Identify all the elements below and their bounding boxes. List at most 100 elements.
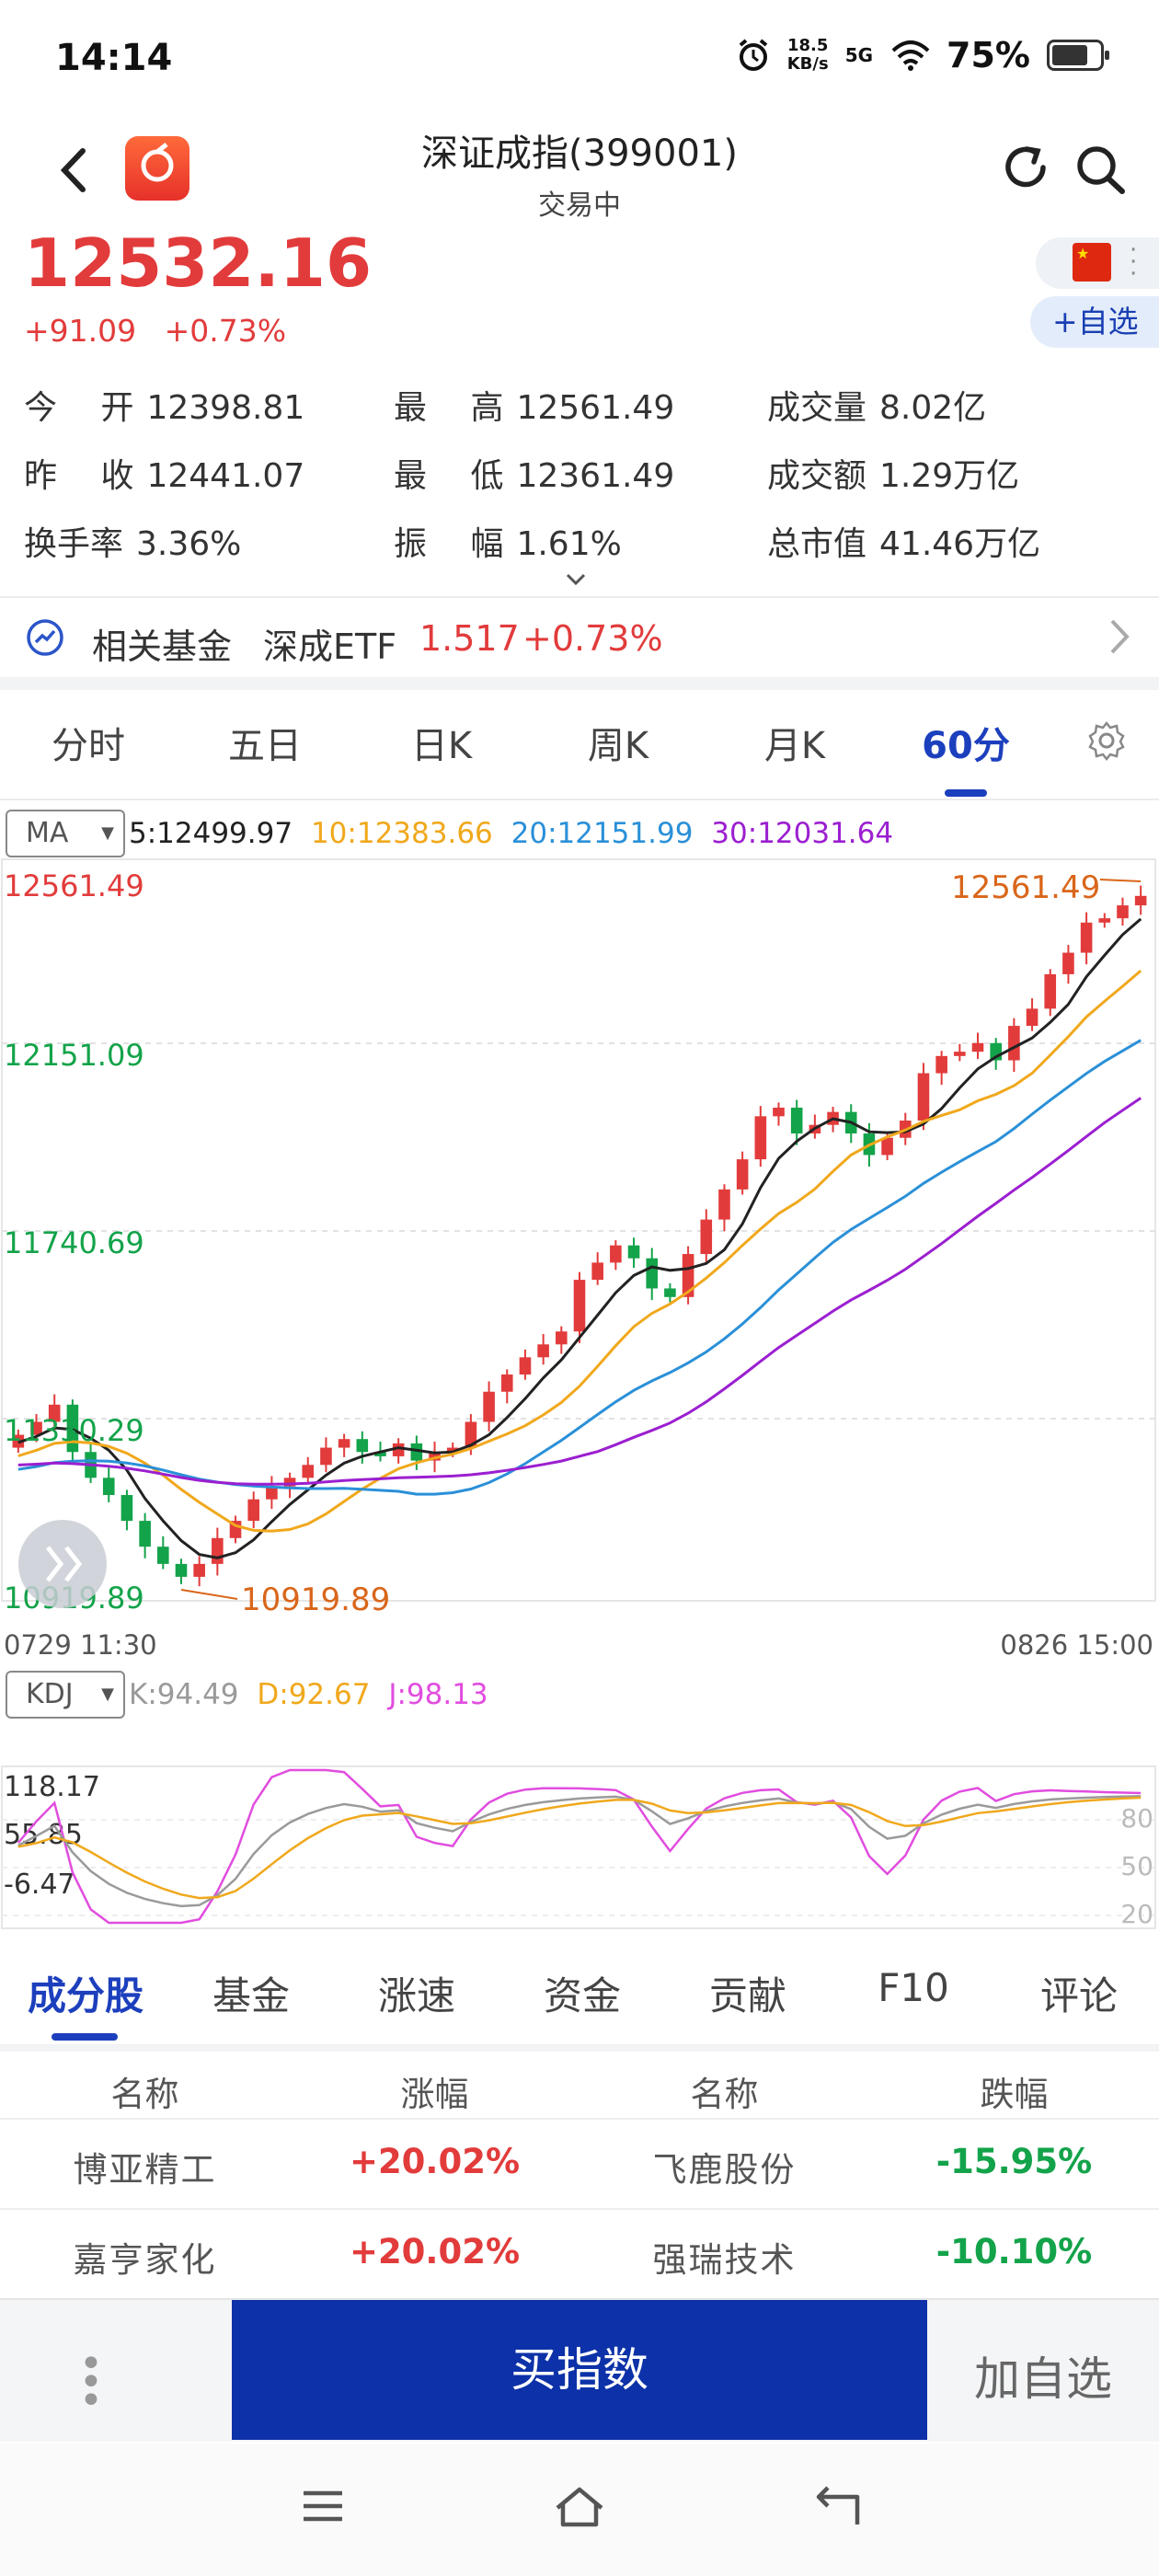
- home-icon[interactable]: [552, 2484, 607, 2530]
- tab-contribution[interactable]: 贡献: [708, 1973, 786, 2018]
- candle: [157, 1547, 169, 1564]
- tab-comments[interactable]: 评论: [1039, 1973, 1118, 2018]
- ma-selector[interactable]: MA ▼: [6, 810, 125, 857]
- ma10-line: [17, 969, 1142, 1533]
- tab-day-k[interactable]: 日K: [410, 725, 473, 767]
- candle: [1026, 1008, 1039, 1027]
- tab-week-k[interactable]: 周K: [587, 725, 649, 767]
- menu-icon[interactable]: [300, 2486, 346, 2526]
- signal-icon: 5G: [845, 46, 875, 64]
- stat-turnover-rate: 换手率 3.36%: [24, 525, 242, 563]
- stock-loss: -15.95%: [935, 2142, 1093, 2181]
- gear-icon[interactable]: [1085, 719, 1128, 762]
- back-icon[interactable]: [811, 2484, 863, 2530]
- china-flag-icon[interactable]: ★: [1073, 243, 1111, 282]
- candle: [102, 1478, 115, 1496]
- candle: [1008, 1026, 1020, 1061]
- divider: [0, 799, 1159, 800]
- current-price: 12532.16: [24, 224, 373, 302]
- candle: [374, 1452, 386, 1456]
- candle: [465, 1421, 477, 1448]
- header-gain[interactable]: 涨幅: [400, 2075, 469, 2114]
- tab-month-k[interactable]: 月K: [763, 725, 826, 767]
- stock-loss: -10.10%: [935, 2232, 1093, 2271]
- candle: [954, 1052, 966, 1056]
- kdj-d-value: D:92.67: [257, 1678, 371, 1711]
- candle: [881, 1137, 893, 1156]
- candle: [1098, 918, 1111, 923]
- app-logo: [125, 136, 189, 201]
- stock-name[interactable]: 博亚精工: [73, 2150, 217, 2190]
- ma-values: 5:12499.97 10:12383.66 20:12151.99 30:12…: [129, 817, 902, 850]
- candle: [700, 1219, 713, 1255]
- add-watchlist-button[interactable]: +自选: [1030, 296, 1159, 348]
- expand-chevron-icon[interactable]: [565, 572, 587, 587]
- tab-active-indicator: [945, 789, 987, 797]
- kdj-j-value: J:98.13: [388, 1678, 488, 1711]
- related-fund-name: 深成ETF: [263, 627, 397, 667]
- more-dots-icon[interactable]: • • •: [79, 2340, 112, 2424]
- system-nav-bar: [0, 2444, 1159, 2576]
- candle: [537, 1344, 549, 1358]
- table-row[interactable]: 博亚精工 +20.02% 飞鹿股份 -15.95%: [0, 2118, 1159, 2208]
- header-loss[interactable]: 跌幅: [980, 2075, 1049, 2114]
- candle: [519, 1357, 532, 1375]
- price-chart[interactable]: 12561.49 12151.09 11740.69 11330.29 1091…: [0, 856, 1159, 1941]
- stat-market-cap: 总市值 41.46万亿: [767, 525, 1041, 563]
- kdj-axis-mid: 55.85: [4, 1819, 83, 1851]
- tab-capital[interactable]: 资金: [543, 1973, 621, 2018]
- change-value: +91.09: [24, 313, 137, 349]
- stock-gain: +20.02%: [349, 2142, 521, 2181]
- tab-constituents[interactable]: 成分股: [27, 1973, 143, 2018]
- ma5-value: 5:12499.97: [129, 817, 293, 850]
- y-label-3: 11740.69: [4, 1225, 144, 1260]
- stock-name[interactable]: 嘉亨家化: [73, 2240, 217, 2280]
- kdj-right-80: 80: [1120, 1803, 1153, 1834]
- expand-handle-icon[interactable]: [18, 1520, 107, 1608]
- x-start-label: 0729 11:30: [4, 1629, 157, 1661]
- sub-tabs: 成分股 基金 涨速 资金 贡献 F10 评论: [0, 1954, 1159, 2046]
- kdj-k-line: [17, 1795, 1142, 1908]
- tab-fund[interactable]: 基金: [212, 1973, 290, 2018]
- section-gap: [0, 2044, 1159, 2052]
- battery-text: 75%: [947, 35, 1030, 75]
- ma30-value: 30:12031.64: [711, 817, 894, 850]
- max-marker-label: 12561.49: [951, 869, 1100, 906]
- candle: [410, 1443, 423, 1461]
- candle: [646, 1258, 659, 1289]
- max-marker-line: [1099, 879, 1142, 882]
- tab-f10[interactable]: F10: [878, 1965, 949, 2010]
- tab-speed[interactable]: 涨速: [377, 1973, 455, 2018]
- table-header: 名称 涨幅 名称 跌幅: [0, 2052, 1159, 2118]
- divider: [0, 596, 1159, 598]
- search-icon[interactable]: [1073, 138, 1128, 197]
- tab-five-day[interactable]: 五日: [228, 725, 302, 767]
- candle: [392, 1443, 405, 1456]
- kdj-selector[interactable]: KDJ ▼: [6, 1671, 125, 1719]
- refresh-icon[interactable]: [999, 138, 1052, 197]
- alarm-icon: [739, 39, 767, 71]
- candle: [283, 1478, 296, 1487]
- candle: [266, 1486, 278, 1500]
- stock-name[interactable]: 强瑞技术: [652, 2240, 797, 2280]
- chevron-right-icon[interactable]: [1107, 616, 1131, 657]
- candle: [1134, 895, 1147, 906]
- back-arrow-icon[interactable]: [48, 138, 99, 202]
- network-speed: 18.5 KB/s: [786, 36, 829, 74]
- min-marker-label: 10919.89: [241, 1581, 390, 1618]
- candle: [754, 1116, 767, 1160]
- page-title: 深证成指(399001): [421, 132, 738, 175]
- tab-60min[interactable]: 60分: [922, 725, 1010, 767]
- candle: [30, 1421, 42, 1435]
- add-watchlist-bottom-button[interactable]: 加自选: [974, 2352, 1112, 2406]
- buy-index-button[interactable]: 买指数: [232, 2300, 927, 2440]
- table-row[interactable]: 嘉亨家化 +20.02% 强瑞技术 -10.10%: [0, 2208, 1159, 2298]
- more-vertical-icon[interactable]: · · ·: [1130, 236, 1138, 288]
- tab-fenshi[interactable]: 分时: [52, 725, 125, 767]
- change-percent: +0.73%: [164, 313, 287, 349]
- candle: [556, 1331, 568, 1345]
- candle: [971, 1042, 984, 1052]
- stock-name[interactable]: 飞鹿股份: [652, 2150, 797, 2190]
- stat-open: 今 开 12398.81: [24, 389, 305, 427]
- candle: [500, 1374, 513, 1392]
